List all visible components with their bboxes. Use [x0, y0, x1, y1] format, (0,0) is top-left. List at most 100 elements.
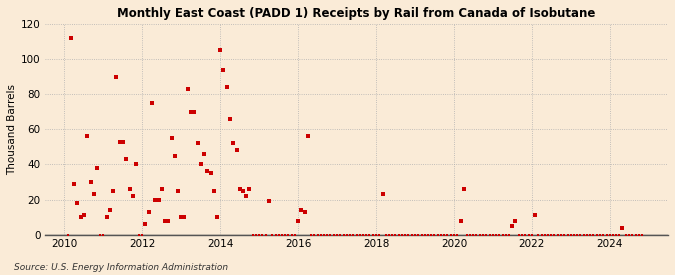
Point [108, 189, 119, 193]
Point [494, 232, 505, 237]
Point [322, 232, 333, 237]
Point [403, 232, 414, 237]
Point [597, 232, 608, 237]
Point [394, 232, 404, 237]
Point [371, 232, 381, 237]
Point [98, 232, 109, 237]
Point [516, 232, 527, 237]
Point [270, 232, 281, 237]
Point [426, 232, 437, 237]
Point [608, 232, 618, 237]
Point [276, 232, 287, 237]
Point [552, 232, 563, 237]
Point [88, 192, 99, 196]
Point [140, 222, 151, 226]
Point [159, 218, 170, 223]
Point [546, 232, 557, 237]
Point [124, 187, 135, 191]
Y-axis label: Thousand Barrels: Thousand Barrels [7, 84, 17, 175]
Point [306, 232, 317, 237]
Point [400, 232, 410, 237]
Point [533, 232, 544, 237]
Point [195, 162, 206, 167]
Point [293, 218, 304, 223]
Point [192, 141, 203, 145]
Point [429, 232, 440, 237]
Point [633, 232, 644, 237]
Point [578, 232, 589, 237]
Point [614, 232, 625, 237]
Point [173, 189, 184, 193]
Point [526, 232, 537, 237]
Point [442, 232, 453, 237]
Point [261, 232, 271, 237]
Point [575, 232, 586, 237]
Point [331, 232, 342, 237]
Point [387, 232, 398, 237]
Point [208, 189, 219, 193]
Point [342, 232, 352, 237]
Point [257, 232, 268, 237]
Point [241, 194, 252, 198]
Point [585, 232, 595, 237]
Point [186, 109, 196, 114]
Point [130, 162, 141, 167]
Point [377, 192, 388, 196]
Point [452, 232, 462, 237]
Point [247, 232, 258, 237]
Point [637, 232, 647, 237]
Point [227, 141, 238, 145]
Point [198, 152, 209, 156]
Point [221, 85, 232, 89]
Point [254, 232, 265, 237]
Point [309, 232, 320, 237]
Point [416, 232, 427, 237]
Point [169, 153, 180, 158]
Point [82, 134, 92, 139]
Point [101, 215, 112, 219]
Point [523, 232, 534, 237]
Point [205, 171, 216, 175]
Point [212, 215, 223, 219]
Point [344, 232, 355, 237]
Point [497, 232, 508, 237]
Point [128, 194, 138, 198]
Point [504, 232, 514, 237]
Point [588, 232, 599, 237]
Point [624, 232, 634, 237]
Point [157, 187, 167, 191]
Point [514, 232, 524, 237]
Point [95, 232, 106, 237]
Point [273, 232, 284, 237]
Point [176, 215, 187, 219]
Point [329, 232, 340, 237]
Point [105, 208, 115, 212]
Point [455, 218, 466, 223]
Point [380, 232, 391, 237]
Point [280, 232, 291, 237]
Point [234, 187, 245, 191]
Point [543, 232, 554, 237]
Point [250, 232, 261, 237]
Point [78, 213, 89, 218]
Point [290, 232, 300, 237]
Point [315, 232, 326, 237]
Point [604, 232, 615, 237]
Point [338, 232, 349, 237]
Text: Source: U.S. Energy Information Administration: Source: U.S. Energy Information Administ… [14, 263, 227, 272]
Point [182, 87, 193, 91]
Point [475, 232, 485, 237]
Point [423, 232, 433, 237]
Point [412, 232, 423, 237]
Point [62, 232, 73, 237]
Point [150, 197, 161, 202]
Point [439, 232, 450, 237]
Point [267, 232, 277, 237]
Point [283, 232, 294, 237]
Point [390, 232, 401, 237]
Point [146, 101, 157, 105]
Point [225, 117, 236, 121]
Point [263, 199, 274, 204]
Point [189, 109, 200, 114]
Point [85, 180, 96, 184]
